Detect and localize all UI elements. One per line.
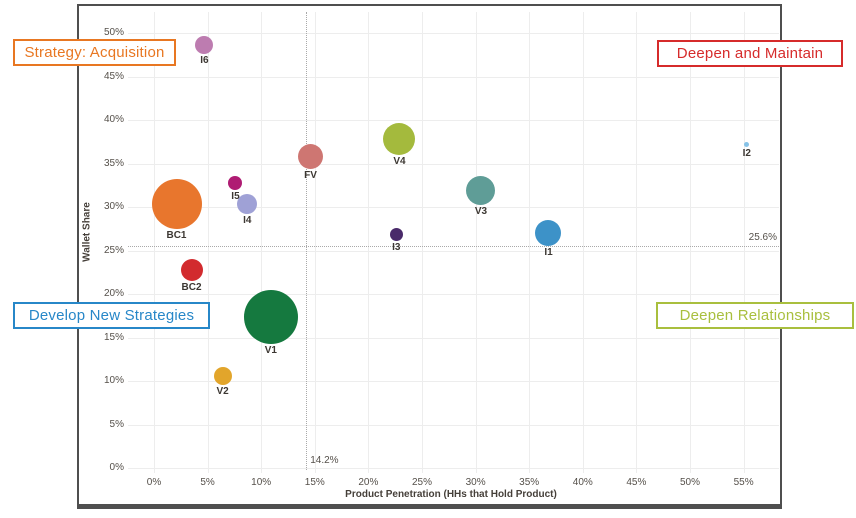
quadrant-label-deepen-relationships: Deepen Relationships (656, 302, 854, 329)
y-gridline (128, 76, 779, 78)
x-gridline (475, 12, 477, 473)
y-gridline (128, 468, 779, 470)
data-point-label-I1: I1 (544, 246, 553, 258)
data-point-I6[interactable] (195, 36, 214, 55)
y-gridline (128, 163, 779, 165)
y-gridline (128, 207, 779, 209)
y-tick-label: 25% (103, 244, 124, 256)
x-axis-title: Product Penetration (HHs that Hold Produ… (345, 489, 557, 500)
data-point-label-V1: V1 (264, 344, 277, 356)
y-tick-label: 40% (103, 114, 124, 126)
x-gridline (636, 12, 638, 473)
x-tick-label: 10% (251, 477, 272, 488)
data-point-label-BC1: BC1 (166, 229, 187, 241)
y-gridline (128, 250, 779, 252)
data-point-BC1[interactable] (151, 178, 202, 229)
data-point-I2[interactable] (744, 142, 750, 148)
x-tick-label: 0% (146, 477, 162, 488)
y-axis-title: Wallet Share (81, 202, 93, 262)
x-gridline (368, 12, 370, 473)
data-point-label-I4: I4 (243, 214, 252, 226)
x-reference-line-label: 14.2% (310, 455, 339, 466)
quadrant-label-deepen-and-maintain: Deepen and Maintain (657, 40, 843, 67)
y-gridline (128, 120, 779, 122)
data-point-label-V4: V4 (393, 156, 406, 168)
y-gridline (128, 294, 779, 296)
data-point-V4[interactable] (383, 123, 416, 156)
data-point-label-V2: V2 (216, 386, 229, 398)
y-tick-label: 50% (103, 27, 124, 39)
x-gridline (422, 12, 423, 473)
x-tick-label: 20% (358, 477, 379, 488)
x-tick-label: 35% (519, 477, 540, 488)
x-tick-label: 40% (572, 477, 593, 488)
quadrant-label-develop-new-strategies: Develop New Strategies (13, 302, 210, 329)
data-point-label-I5: I5 (231, 190, 240, 202)
x-gridline (690, 12, 691, 473)
data-point-V1[interactable] (243, 289, 298, 344)
data-point-label-BC2: BC2 (181, 281, 202, 293)
y-tick-label: 5% (109, 418, 124, 430)
y-tick-label: 45% (103, 70, 124, 82)
x-tick-label: 50% (679, 477, 700, 488)
x-gridline (529, 12, 531, 473)
data-point-I1[interactable] (535, 219, 562, 246)
x-gridline (261, 12, 263, 473)
x-gridline (314, 12, 316, 473)
y-tick-label: 30% (103, 201, 124, 213)
y-tick-label: 20% (103, 288, 124, 300)
data-point-FV[interactable] (298, 144, 323, 170)
data-point-I4[interactable] (237, 193, 258, 214)
data-point-V2[interactable] (213, 367, 232, 386)
data-point-BC2[interactable] (180, 258, 203, 281)
x-gridline (743, 12, 745, 473)
x-gridline (154, 12, 155, 473)
x-reference-line (306, 12, 308, 470)
x-tick-label: 25% (411, 477, 432, 488)
plot-frame (77, 4, 782, 509)
data-point-label-I2: I2 (742, 148, 751, 160)
x-tick-label: 55% (733, 477, 754, 488)
y-tick-label: 35% (103, 157, 124, 169)
data-point-I5[interactable] (228, 175, 243, 190)
quadrant-label-strategy-acquisition: Strategy: Acquisition (13, 39, 176, 66)
y-reference-line (128, 245, 779, 247)
data-point-label-FV: FV (304, 170, 317, 182)
x-tick-label: 5% (200, 477, 215, 488)
data-point-label-V3: V3 (474, 206, 488, 218)
x-gridline (207, 12, 209, 473)
x-tick-label: 30% (465, 477, 486, 488)
y-tick-label: 0% (109, 462, 124, 474)
y-gridline (128, 381, 779, 383)
data-point-V3[interactable] (466, 176, 496, 206)
y-gridline (128, 424, 779, 426)
data-point-I3[interactable] (389, 227, 403, 241)
data-point-label-I6: I6 (200, 55, 209, 67)
data-point-label-I3: I3 (392, 241, 401, 253)
y-reference-line-label: 25.6% (748, 231, 777, 243)
y-tick-label: 10% (103, 375, 124, 387)
y-gridline (128, 337, 779, 339)
y-gridline (128, 33, 779, 35)
y-tick-label: 15% (103, 331, 124, 343)
x-gridline (582, 12, 584, 473)
x-tick-label: 45% (626, 477, 647, 488)
x-tick-label: 15% (304, 477, 325, 488)
